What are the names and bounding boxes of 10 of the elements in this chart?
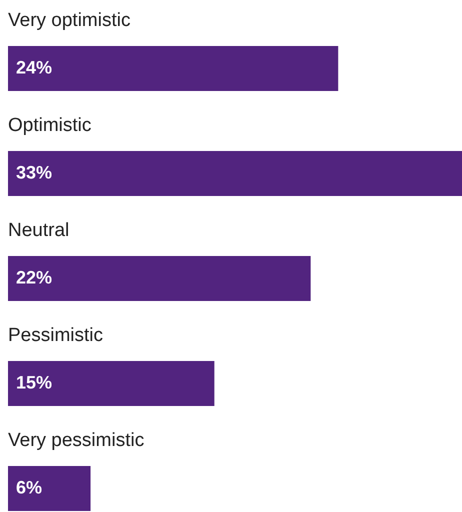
data-label: 15% — [16, 372, 52, 392]
y-tick-label: Pessimistic — [8, 325, 104, 346]
data-label: 6% — [16, 478, 42, 498]
y-tick-label: Very optimistic — [8, 10, 130, 31]
y-tick-label: Neutral — [8, 220, 70, 241]
data-label: 22% — [16, 268, 52, 288]
data-label: 33% — [16, 162, 52, 182]
data-label: 24% — [16, 58, 52, 78]
y-tick-label: Very pessimistic — [8, 430, 144, 451]
y-tick-label: Optimistic — [8, 115, 92, 136]
